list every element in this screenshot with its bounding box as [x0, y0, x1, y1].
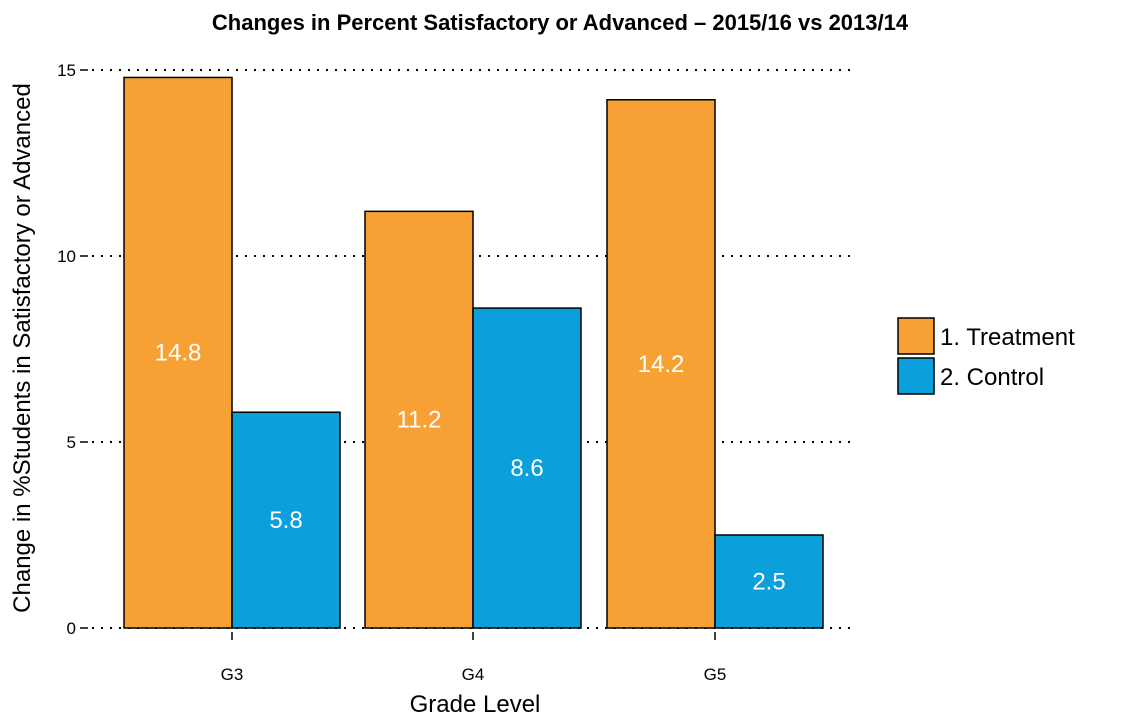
y-tick-label-15: 15	[57, 61, 76, 80]
y-tick-label-10: 10	[57, 247, 76, 266]
bar-g4-control	[472, 307, 582, 629]
y-tick-label-0: 0	[67, 619, 76, 638]
y-axis-title: Change in %Students in Satisfactory or A…	[9, 83, 36, 613]
chart-title: Changes in Percent Satisfactory or Advan…	[212, 10, 909, 35]
legend-label-control: 2. Control	[940, 364, 1044, 391]
bar-label-g5-treatment: 14.2	[638, 351, 685, 378]
bar-value-labels: 14.8 5.8 11.2 8.6 14.2 2.5	[155, 340, 786, 596]
x-tick-label-g3: G3	[221, 665, 244, 684]
x-axis-ticks: G3 G4 G5	[221, 632, 727, 684]
legend-swatch-control	[897, 357, 935, 395]
bar-label-g4-treatment: 11.2	[397, 407, 442, 434]
legend-label-treatment: 1. Treatment	[940, 324, 1075, 351]
y-tick-label-5: 5	[67, 433, 76, 452]
bar-label-g3-control: 5.8	[269, 507, 302, 534]
bar-g3-control	[231, 411, 341, 629]
y-axis-ticks: 0 5 10 15	[57, 61, 88, 638]
bar-label-g5-control: 2.5	[752, 569, 785, 596]
bar-label-g3-treatment: 14.8	[155, 340, 202, 367]
bars	[123, 76, 824, 629]
bar-g5-treatment	[606, 99, 716, 629]
x-tick-label-g4: G4	[462, 665, 485, 684]
x-axis-title: Grade Level	[410, 691, 541, 718]
legend-swatch-treatment	[897, 317, 935, 355]
bar-g3-treatment	[123, 76, 233, 629]
bar-label-g4-control: 8.6	[510, 455, 543, 482]
bar-g5-control	[714, 534, 824, 629]
legend: 1. Treatment 2. Control	[897, 317, 1075, 395]
x-tick-label-g5: G5	[704, 665, 727, 684]
